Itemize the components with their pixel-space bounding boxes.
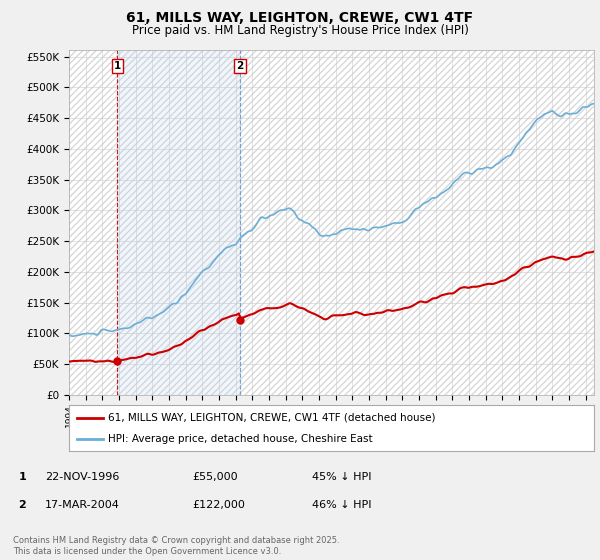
Text: 22-NOV-1996: 22-NOV-1996 — [45, 472, 119, 482]
Text: 45% ↓ HPI: 45% ↓ HPI — [312, 472, 371, 482]
Text: Contains HM Land Registry data © Crown copyright and database right 2025.
This d: Contains HM Land Registry data © Crown c… — [13, 536, 340, 556]
Text: 61, MILLS WAY, LEIGHTON, CREWE, CW1 4TF: 61, MILLS WAY, LEIGHTON, CREWE, CW1 4TF — [127, 11, 473, 25]
Text: £122,000: £122,000 — [192, 500, 245, 510]
Text: 61, MILLS WAY, LEIGHTON, CREWE, CW1 4TF (detached house): 61, MILLS WAY, LEIGHTON, CREWE, CW1 4TF … — [109, 413, 436, 423]
Text: 1: 1 — [114, 61, 121, 71]
Text: £55,000: £55,000 — [192, 472, 238, 482]
Text: 1: 1 — [19, 472, 26, 482]
Text: 2: 2 — [19, 500, 26, 510]
Text: 2: 2 — [236, 61, 244, 71]
Text: 17-MAR-2004: 17-MAR-2004 — [45, 500, 120, 510]
Bar — [118, 50, 240, 395]
Text: Price paid vs. HM Land Registry's House Price Index (HPI): Price paid vs. HM Land Registry's House … — [131, 24, 469, 36]
Text: HPI: Average price, detached house, Cheshire East: HPI: Average price, detached house, Ches… — [109, 435, 373, 444]
Text: 46% ↓ HPI: 46% ↓ HPI — [312, 500, 371, 510]
